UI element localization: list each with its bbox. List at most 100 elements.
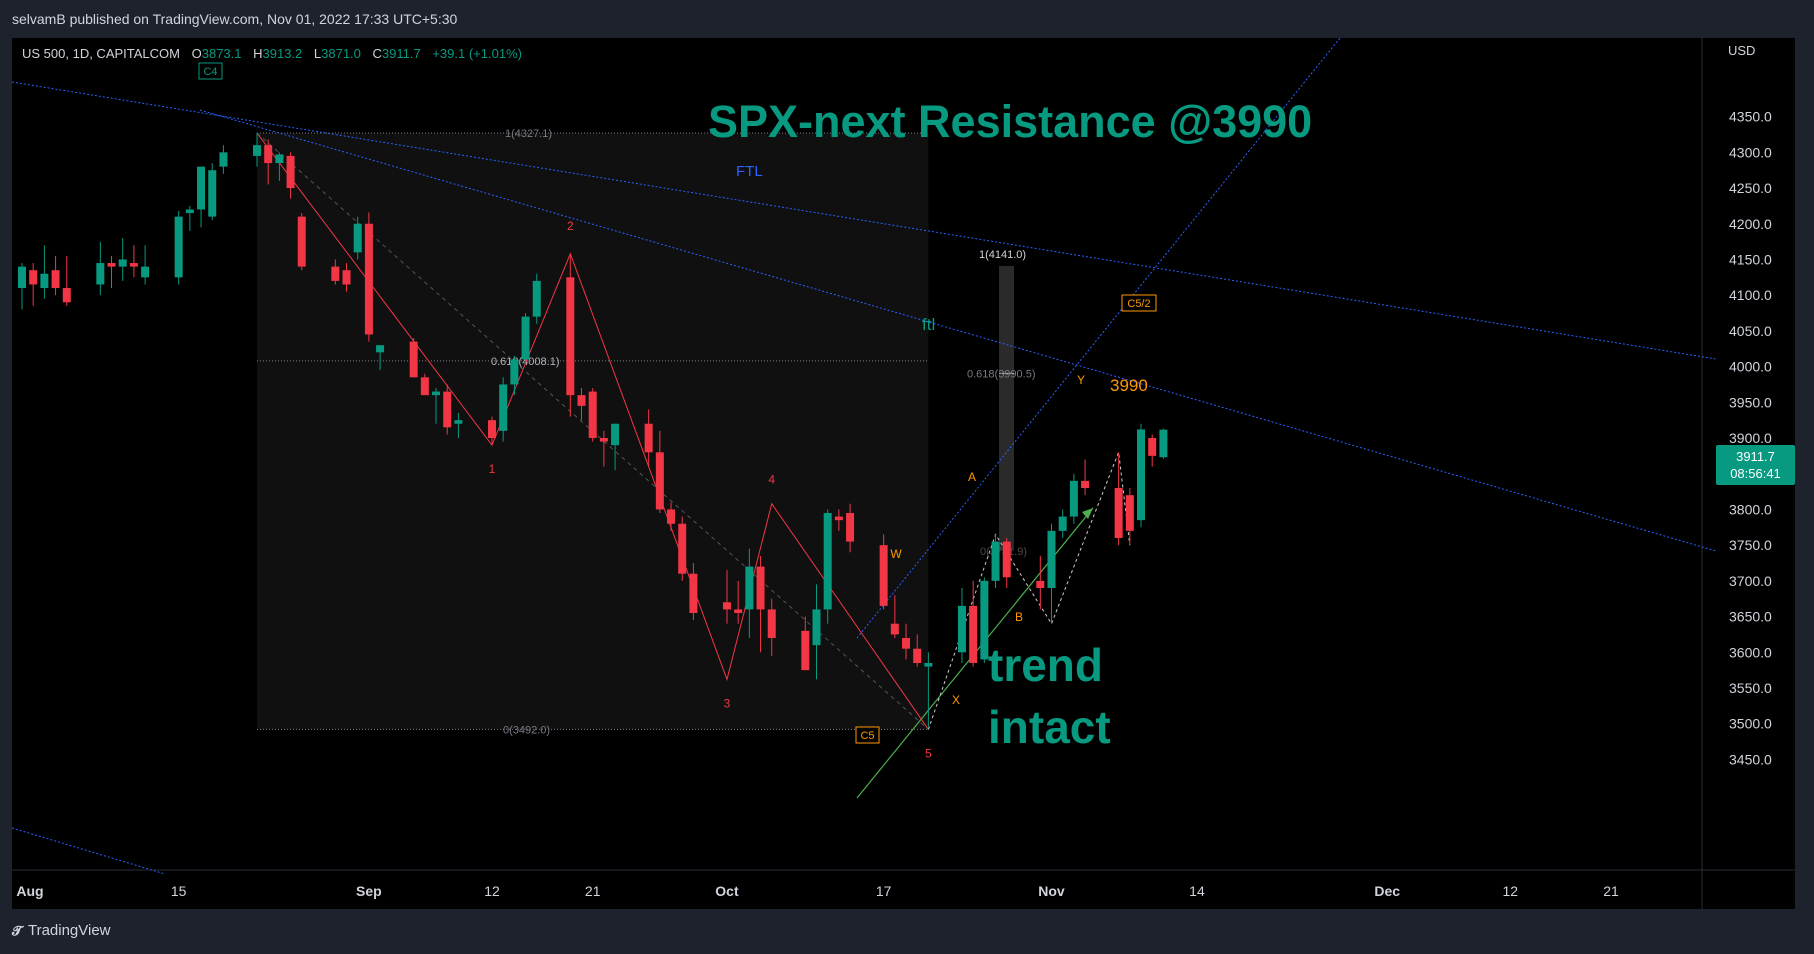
candle-2022-11-01 bbox=[1047, 523, 1056, 624]
candle-2022-11-11 bbox=[1159, 428, 1168, 459]
wave-label-a: A bbox=[968, 470, 976, 484]
candle-body bbox=[252, 145, 261, 156]
trend-arrow-icon bbox=[1082, 508, 1093, 519]
time-tick: Dec bbox=[1374, 883, 1400, 899]
candle-2022-09-28 bbox=[667, 502, 676, 531]
candle-2022-09-20 bbox=[577, 388, 586, 421]
candle-body bbox=[689, 573, 698, 613]
candle-2022-09-23 bbox=[611, 423, 620, 471]
fib-projection-mid: 0.618(3990.5) bbox=[967, 368, 1036, 380]
candle-2022-10-12 bbox=[823, 509, 832, 624]
candle-body bbox=[767, 609, 776, 638]
candle-body bbox=[51, 270, 60, 289]
candle-body bbox=[678, 523, 687, 574]
candle-body bbox=[376, 345, 385, 353]
candle-body bbox=[1114, 488, 1123, 539]
candle-body bbox=[879, 545, 888, 606]
candle-body bbox=[991, 541, 1000, 581]
legend-open: 3873.1 bbox=[202, 46, 242, 61]
time-tick: 21 bbox=[585, 883, 601, 899]
candle-2022-10-18 bbox=[890, 595, 899, 638]
wave-label-1: 1 bbox=[489, 462, 496, 476]
candle-body bbox=[834, 516, 843, 521]
candle-body bbox=[532, 280, 541, 317]
time-tick: Oct bbox=[715, 883, 739, 899]
time-tick: 15 bbox=[171, 883, 187, 899]
candle-body bbox=[611, 423, 620, 446]
candle-body bbox=[264, 145, 273, 164]
candle-2022-11-03 bbox=[1069, 473, 1078, 524]
candle-2022-10-14 bbox=[846, 503, 855, 553]
candle-body bbox=[197, 166, 206, 210]
price-tick: 4000.0 bbox=[1729, 359, 1772, 375]
candle-body bbox=[969, 605, 978, 663]
candle-2022-09-29 bbox=[678, 516, 687, 581]
price-tick: 3500.0 bbox=[1729, 716, 1772, 732]
candle-2022-08-10 bbox=[118, 238, 127, 281]
time-tick: Sep bbox=[356, 883, 382, 899]
candle-2022-08-09 bbox=[107, 255, 116, 289]
candle-body bbox=[487, 420, 496, 439]
time-tick: 21 bbox=[1603, 883, 1619, 899]
candle-2022-08-04 bbox=[51, 255, 60, 296]
candle-2022-08-22 bbox=[252, 133, 261, 167]
candle-body bbox=[353, 223, 362, 253]
candle-2022-09-02 bbox=[376, 345, 385, 371]
candle-2022-10-17 bbox=[879, 534, 888, 610]
legend-low: 3871.0 bbox=[321, 46, 361, 61]
legend-symbol: US 500, 1D, CAPITALCOM bbox=[22, 46, 180, 61]
candle-2022-08-24 bbox=[275, 152, 284, 181]
chart-panel[interactable]: 1(4327.1)0.618(4008.1)0(3492.0)1(4141.0)… bbox=[0, 38, 1814, 909]
symbol-legend: US 500, 1D, CAPITALCOM O3873.1 H3913.2 L… bbox=[22, 46, 522, 61]
candle-2022-08-16 bbox=[185, 205, 194, 231]
candle-2022-09-13 bbox=[499, 377, 508, 442]
candle-body bbox=[756, 566, 765, 610]
candle-2022-09-16 bbox=[532, 273, 541, 324]
wave-label-3: 3 bbox=[724, 696, 731, 710]
footer-brand[interactable]: TradingView bbox=[27, 922, 111, 939]
candle-2022-10-06 bbox=[756, 555, 765, 653]
candle-2022-10-11 bbox=[812, 584, 821, 680]
price-tick: 3950.0 bbox=[1729, 394, 1772, 410]
candle-body bbox=[510, 359, 519, 385]
legend-c-label: C bbox=[373, 46, 382, 61]
rising-channel-line bbox=[856, 38, 1341, 639]
candle-2022-10-19 bbox=[902, 623, 911, 660]
chart-title-annotation: SPX-next Resistance @3990 bbox=[708, 96, 1312, 147]
candle-2022-09-27 bbox=[655, 430, 664, 514]
candle-2022-09-30 bbox=[689, 563, 698, 621]
svg-text:C4: C4 bbox=[203, 66, 217, 78]
svg-text:C5: C5 bbox=[860, 730, 874, 742]
price-axis: 3450.0 3500.0 3550.0 3600.0 3650.0 3700.0 3750… bbox=[1729, 109, 1772, 768]
candle-body bbox=[62, 288, 71, 303]
price-tick: 4350.0 bbox=[1729, 109, 1772, 125]
wave-label-x: X bbox=[952, 693, 960, 707]
candle-body bbox=[588, 391, 597, 439]
candle-2022-11-10 bbox=[1148, 434, 1157, 467]
price-tick: 3650.0 bbox=[1729, 609, 1772, 625]
legend-h-label: H bbox=[253, 46, 262, 61]
candle-2022-10-28 bbox=[1002, 538, 1011, 589]
candle-body bbox=[1148, 438, 1157, 456]
candle-2022-09-14 bbox=[510, 355, 519, 396]
tradingview-logo-icon[interactable]: 𝓣 bbox=[12, 924, 22, 939]
legend-o-label: O bbox=[192, 46, 202, 61]
price-tick: 4300.0 bbox=[1729, 144, 1772, 160]
time-tick: 12 bbox=[484, 883, 500, 899]
candle-body bbox=[599, 438, 608, 442]
candle-body bbox=[185, 209, 194, 214]
candle-body bbox=[1058, 516, 1067, 531]
candle-body bbox=[812, 609, 821, 646]
candle-2022-08-30 bbox=[342, 263, 351, 292]
wave-label-w: W bbox=[890, 547, 902, 561]
candle-body bbox=[420, 377, 429, 396]
candle-body bbox=[432, 391, 441, 396]
degree-c5-badge: C5 bbox=[855, 726, 880, 744]
candle-2022-08-11 bbox=[129, 245, 138, 278]
candle-body bbox=[174, 216, 183, 278]
candle-2022-08-03 bbox=[40, 245, 49, 299]
wave-label-2: 2 bbox=[567, 219, 574, 233]
last-price: 3911.7 bbox=[1736, 449, 1775, 464]
fib-label-top: 1(4327.1) bbox=[505, 128, 552, 140]
candle-2022-10-07 bbox=[767, 598, 776, 656]
